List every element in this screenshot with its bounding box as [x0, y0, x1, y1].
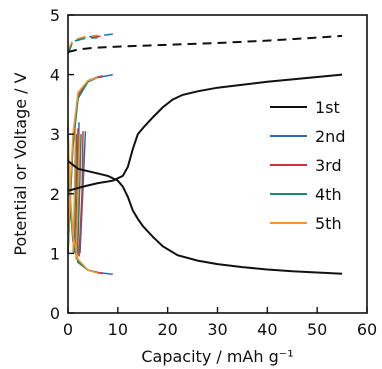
- series-4th-curve-4: [73, 134, 78, 254]
- series-1st-curve-1: [67, 160, 343, 275]
- series-5th-curve-3: [67, 34, 98, 50]
- series-5th-curve-2: [67, 76, 99, 248]
- y-tick-label-2: 2: [50, 185, 60, 204]
- series-1st-curve-2: [67, 73, 343, 192]
- series-3rd-curve-4: [74, 128, 79, 254]
- axis-ticks: 0 10 20 30 40 50 60 0 1 2 3 4 5: [50, 6, 377, 339]
- legend-label-2nd: 2nd: [315, 127, 345, 146]
- y-tick-label-0: 0: [50, 304, 60, 323]
- series-3rd-curve-5: [78, 131, 84, 257]
- x-axis-label: Capacity / mAh g⁻¹: [141, 347, 293, 366]
- y-tick-label-4: 4: [50, 66, 60, 85]
- x-tick-label-20: 20: [157, 320, 177, 339]
- legend-label-3rd: 3rd: [315, 156, 342, 175]
- legend: 1st 2nd 3rd 4th 5th: [270, 98, 345, 233]
- legend-label-4th: 4th: [315, 185, 342, 204]
- legend-label-5th: 5th: [315, 214, 342, 233]
- series-5th-curve-1: [67, 122, 99, 274]
- series-2nd-curve-5: [79, 131, 87, 254]
- series-1st-curve-3: [67, 34, 343, 53]
- x-tick-label-10: 10: [108, 320, 128, 339]
- series-5th-curve-4: [72, 128, 77, 254]
- y-axis-label: Potential or Voltage / V: [11, 72, 30, 255]
- x-tick-label-30: 30: [207, 320, 227, 339]
- x-tick-label-60: 60: [357, 320, 377, 339]
- x-tick-label-50: 50: [307, 320, 327, 339]
- legend-label-1st: 1st: [315, 98, 340, 117]
- series-4th-curve-3: [67, 36, 98, 53]
- x-tick-label-0: 0: [63, 320, 73, 339]
- y-tick-label-3: 3: [50, 125, 60, 144]
- series-5th-curve-5: [75, 134, 81, 260]
- series-4th-curve-5: [76, 134, 82, 257]
- y-tick-label-5: 5: [50, 6, 60, 25]
- y-tick-label-1: 1: [50, 244, 60, 263]
- plot-lines: [67, 33, 343, 276]
- x-tick-label-40: 40: [257, 320, 277, 339]
